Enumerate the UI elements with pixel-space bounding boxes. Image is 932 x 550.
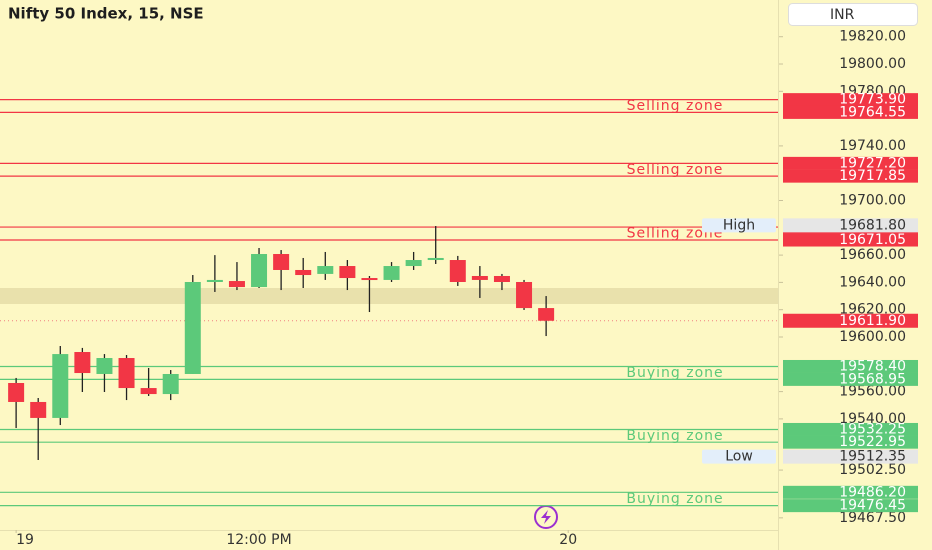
last-price-box [783, 313, 918, 328]
y-tick-label: 19560.00 [839, 384, 906, 400]
candle-body [74, 352, 91, 374]
candle-body [339, 266, 356, 279]
candle-body [228, 281, 245, 288]
alert-icon[interactable] [534, 505, 558, 529]
candle-body [405, 260, 422, 267]
price-box [783, 93, 918, 107]
y-tick-label: 19640.00 [839, 274, 906, 290]
candle-body [493, 275, 510, 282]
marker-name: Low [725, 449, 753, 465]
price-label: 19578.40 [839, 358, 906, 374]
candle-body [140, 388, 157, 395]
price-label: 19773.90 [839, 92, 906, 108]
marker-box [783, 449, 918, 464]
marker-label: 19512.35 [839, 449, 906, 465]
price-label: 19568.95 [839, 371, 906, 387]
marker-tag [702, 218, 776, 233]
price-label: 19532.25 [839, 421, 906, 437]
y-tick-label: 19540.00 [839, 411, 906, 427]
y-tick-label: 19820.00 [839, 29, 906, 45]
candle-body [449, 260, 466, 282]
price-box [783, 169, 918, 183]
y-tick-label: 19600.00 [839, 329, 906, 345]
candle-body [273, 254, 290, 270]
marker-box [783, 218, 918, 233]
candle-body [8, 382, 25, 402]
candle-body [516, 281, 533, 309]
y-tick-label: 19660.00 [839, 247, 906, 263]
price-box [783, 156, 918, 170]
candle-body [361, 278, 378, 281]
price-label: 19671.05 [839, 232, 906, 248]
candle-body [538, 308, 555, 321]
candle-body [96, 358, 113, 374]
zone-label: Buying zone [626, 428, 723, 444]
candle-body [206, 279, 223, 282]
candle-body [317, 266, 334, 274]
price-box [783, 105, 918, 119]
price-label: 19522.95 [839, 434, 906, 450]
candle-body [295, 269, 312, 276]
currency-box[interactable] [788, 3, 918, 26]
zone-label: Buying zone [626, 491, 723, 507]
price-box [783, 435, 918, 449]
last-price-label: 19611.90 [839, 313, 906, 329]
y-tick-label: 19467.50 [839, 510, 906, 526]
y-tick-label: 19502.50 [839, 462, 906, 478]
candle-body [30, 401, 47, 418]
candle-body [184, 281, 201, 374]
price-label: 19764.55 [839, 104, 906, 120]
price-box [783, 233, 918, 247]
candle-body [162, 373, 179, 395]
x-tick-label: 20 [559, 532, 577, 548]
price-box [783, 422, 918, 436]
price-label: 19717.85 [839, 168, 906, 184]
candle-body [471, 275, 488, 280]
price-label: 19727.20 [839, 155, 906, 171]
candle-body [118, 358, 135, 389]
candle-body [383, 266, 400, 280]
zone-label: Selling zone [627, 162, 724, 178]
zone-label: Selling zone [627, 98, 724, 114]
marker-name: High [723, 217, 755, 233]
x-tick-label: 12:00 PM [226, 532, 291, 548]
chart-title: Nifty 50 Index, 15, NSE [8, 5, 204, 23]
price-box [783, 372, 918, 386]
marker-tag [702, 449, 776, 464]
y-tick-label: 19700.00 [839, 193, 906, 209]
marker-label: 19681.80 [839, 217, 906, 233]
price-box [783, 485, 918, 499]
price-box [783, 499, 918, 513]
x-tick-label: 19 [16, 532, 34, 548]
price-label: 19476.45 [839, 498, 906, 514]
y-tick-label: 19800.00 [839, 56, 906, 72]
zone-label: Buying zone [626, 365, 723, 381]
candle-body [251, 254, 268, 288]
candle-body [427, 257, 444, 261]
price-box [783, 359, 918, 373]
price-label: 19486.20 [839, 484, 906, 500]
y-tick-label: 19740.00 [839, 138, 906, 154]
candle-body [52, 354, 69, 418]
range-band [0, 288, 778, 304]
currency[interactable]: INR [830, 7, 855, 23]
y-tick-label: 19620.00 [839, 302, 906, 318]
zone-label: Selling zone [627, 226, 724, 242]
